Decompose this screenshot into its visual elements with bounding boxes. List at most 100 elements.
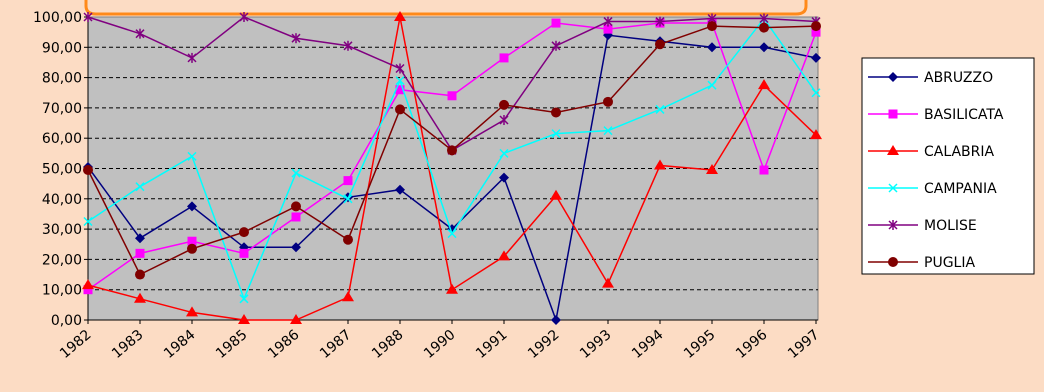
data-point-basilicata <box>603 24 613 34</box>
legend-label: PUGLIA <box>924 255 975 271</box>
x-tick-label: 1987 <box>317 327 355 362</box>
legend-label: BASILICATA <box>924 107 1004 123</box>
data-point-basilicata <box>395 85 405 95</box>
data-point-molise <box>135 28 145 39</box>
data-point-molise <box>291 33 301 44</box>
data-point-campania <box>395 76 405 86</box>
data-point-calabria <box>134 292 146 303</box>
data-point-calabria <box>810 129 822 140</box>
x-tick-label: 1996 <box>733 327 771 362</box>
data-point-puglia <box>395 104 405 115</box>
x-tick-label: 1988 <box>369 327 407 362</box>
data-point-molise <box>343 40 353 51</box>
data-point-molise <box>187 52 197 63</box>
x-tick-label: 1991 <box>473 327 511 362</box>
data-point-abruzzo <box>759 42 769 53</box>
x-tick-label: 1984 <box>161 327 199 362</box>
y-tick-label: 20,00 <box>42 252 82 268</box>
data-point-puglia <box>135 269 145 280</box>
data-point-campania <box>811 88 821 98</box>
legend-marker <box>888 183 898 193</box>
data-point-basilicata <box>291 212 301 222</box>
legend-box <box>861 57 1035 275</box>
data-point-puglia <box>603 96 613 107</box>
data-point-calabria <box>706 164 718 175</box>
data-point-basilicata <box>83 285 93 295</box>
legend-marker <box>888 72 898 82</box>
legend-item-basilicata: BASILICATA <box>868 107 1004 123</box>
x-tick-label: 1990 <box>421 327 459 362</box>
data-point-calabria <box>82 279 94 290</box>
data-point-calabria <box>342 291 354 302</box>
data-point-campania <box>551 129 561 139</box>
y-tick-label: 40,00 <box>42 192 82 208</box>
x-tick-label: 1993 <box>577 327 615 362</box>
data-point-molise <box>551 40 561 51</box>
legend-label: MOLISE <box>924 218 977 234</box>
data-point-basilicata <box>239 248 249 258</box>
x-tick-label: 1985 <box>213 327 251 362</box>
data-point-molise <box>603 16 613 27</box>
y-tick-label: 80,00 <box>42 71 82 87</box>
data-point-abruzzo <box>291 242 301 253</box>
x-tick-label: 1986 <box>265 327 303 362</box>
header-banner <box>84 0 808 16</box>
legend-item-puglia: PUGLIA <box>868 255 975 271</box>
data-point-molise <box>499 115 509 126</box>
y-tick-label: 90,00 <box>42 40 82 56</box>
y-tick-label: 30,00 <box>42 222 82 238</box>
x-axis-tick-labels: 1982 1983 1984 1985 1986 1987 1988 1990 1991 1992… <box>57 327 823 362</box>
data-point-calabria <box>186 306 198 317</box>
legend: ABRUZZO BASILICATA CALABRIA CAMPANIA MOLISE P… <box>861 57 1035 275</box>
data-point-puglia <box>291 201 301 212</box>
x-tick-label: 1995 <box>681 327 719 362</box>
data-point-puglia <box>551 107 561 118</box>
data-point-puglia <box>343 234 353 245</box>
data-point-basilicata <box>135 248 145 258</box>
legend-item-molise: MOLISE <box>868 218 977 234</box>
y-tick-label: 10,00 <box>42 283 82 299</box>
data-point-campania <box>83 216 93 227</box>
data-point-abruzzo <box>135 233 145 244</box>
data-point-abruzzo <box>811 52 821 63</box>
series-calabria <box>82 11 822 324</box>
data-point-calabria <box>654 159 666 170</box>
data-point-campania <box>291 168 301 178</box>
legend-marker <box>888 257 898 267</box>
data-point-abruzzo <box>499 172 509 183</box>
legend-item-campania: CAMPANIA <box>868 181 997 197</box>
data-point-puglia <box>707 21 717 32</box>
data-point-basilicata <box>499 53 509 63</box>
data-point-basilicata <box>343 176 353 186</box>
data-point-basilicata <box>551 18 561 28</box>
data-point-puglia <box>811 21 821 32</box>
data-point-molise <box>759 13 769 24</box>
series-puglia <box>83 21 821 280</box>
data-point-campania <box>187 151 197 161</box>
data-point-molise <box>655 16 665 27</box>
data-point-puglia <box>499 99 509 110</box>
series-campania <box>83 13 821 304</box>
data-point-puglia <box>187 243 197 254</box>
data-point-puglia <box>447 145 457 156</box>
data-point-basilicata <box>811 27 821 37</box>
legend-label: CAMPANIA <box>924 181 997 197</box>
data-point-puglia <box>655 39 665 50</box>
y-tick-label: 50,00 <box>42 162 82 178</box>
data-point-basilicata <box>759 165 769 175</box>
legend-marker <box>888 220 898 230</box>
data-point-calabria <box>238 314 250 324</box>
x-tick-label: 1994 <box>629 327 667 362</box>
data-point-molise <box>239 12 249 22</box>
y-axis-tick-labels: 0,00 10,00 20,00 30,00 40,00 50,00 60,00 70,00 8… <box>33 10 82 329</box>
y-tick-label: 60,00 <box>42 131 82 147</box>
legend-item-calabria: CALABRIA <box>868 144 995 160</box>
data-point-abruzzo <box>395 184 405 195</box>
data-point-abruzzo <box>707 42 717 53</box>
x-tick-label: 1982 <box>57 327 95 362</box>
data-point-campania <box>603 126 613 136</box>
x-tick-label: 1997 <box>785 327 823 362</box>
data-point-campania <box>239 294 249 304</box>
